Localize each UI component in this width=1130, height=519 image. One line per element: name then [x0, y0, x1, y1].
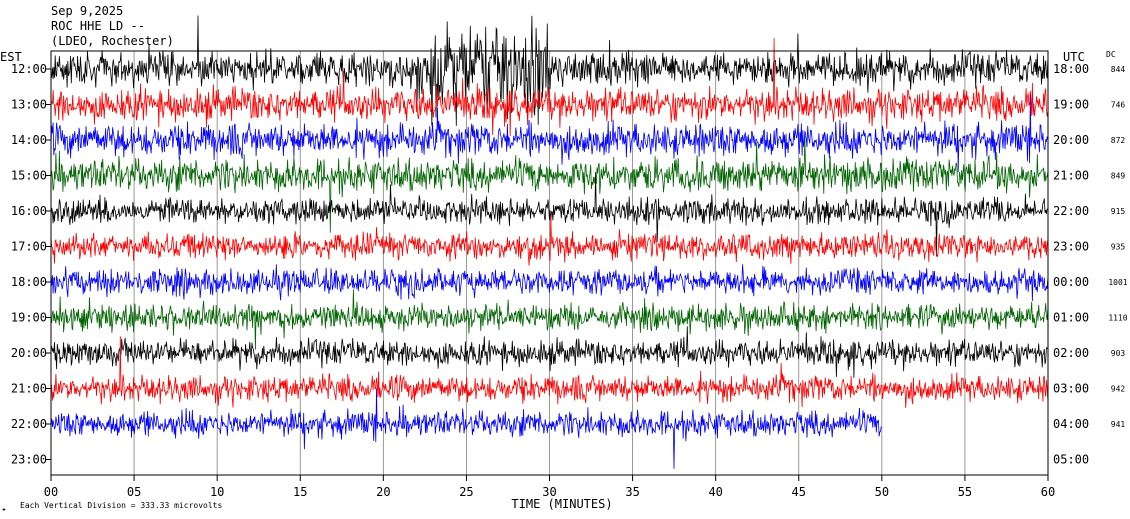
dc-value: 1001 — [1108, 278, 1127, 287]
dc-value: 849 — [1111, 172, 1126, 181]
dc-value: 941 — [1111, 420, 1126, 429]
x-tick-label: 45 — [792, 485, 806, 499]
est-hour-label: 12:00 — [11, 62, 47, 76]
utc-hour-label: 00:00 — [1053, 275, 1089, 289]
trace-row — [50, 214, 1049, 266]
corner-mark: ✚ — [2, 506, 6, 513]
est-hour-label: 14:00 — [11, 133, 47, 147]
dc-value: 903 — [1111, 349, 1126, 358]
trace-row — [50, 388, 882, 469]
chart-title-line-2: ROC HHE LD -- — [51, 19, 145, 33]
right-axis-label: UTC — [1063, 50, 1085, 64]
utc-hour-label: 01:00 — [1053, 311, 1089, 325]
x-tick-label: 00 — [44, 485, 58, 499]
est-hour-label: 16:00 — [11, 204, 47, 218]
utc-hour-label: 19:00 — [1053, 98, 1089, 112]
utc-hour-label: 21:00 — [1053, 169, 1089, 183]
est-hour-labels: 12:00 13:00 14:00 15:00 16:00 17:00 18:00 19:00… — [11, 62, 51, 467]
dc-value: 746 — [1111, 101, 1126, 110]
utc-hour-label: 03:00 — [1053, 382, 1089, 396]
utc-hour-label: 05:00 — [1053, 453, 1089, 467]
x-tick-label: 25 — [459, 485, 473, 499]
x-tick-label: 35 — [625, 485, 639, 499]
seismic-traces — [50, 15, 1049, 469]
trace-row — [50, 38, 1049, 137]
trace-row — [50, 264, 1049, 302]
est-hour-label: 17:00 — [11, 240, 47, 254]
x-axis-label: TIME (MINUTES) — [511, 497, 612, 511]
est-hour-label: 21:00 — [11, 382, 47, 396]
utc-hour-labels: 18:00 19:00 20:00 21:00 22:00 23:00 00:00 01:00… — [1053, 62, 1089, 467]
left-axis-label: EST — [0, 50, 22, 64]
est-hour-label: 15:00 — [11, 169, 47, 183]
trace-row — [50, 135, 1049, 233]
chart-title-line-1: Sep 9,2025 — [51, 4, 123, 18]
x-tick-label: 20 — [376, 485, 390, 499]
x-tick-label: 40 — [708, 485, 722, 499]
trace-row — [50, 15, 1049, 126]
vertical-gridlines — [133, 51, 966, 475]
chart-title-line-3: (LDEO, Rochester) — [51, 34, 174, 48]
x-axis-ticks: 00 05 10 15 20 25 30 35 40 45 50 55 60 — [44, 475, 1055, 499]
x-tick-label: 15 — [293, 485, 307, 499]
est-hour-label: 23:00 — [11, 453, 47, 467]
x-tick-label: 60 — [1041, 485, 1055, 499]
x-tick-label: 50 — [875, 485, 889, 499]
footer-scale-note: Each Vertical Division = 333.33 microvol… — [20, 501, 222, 510]
trace-row — [50, 289, 1049, 350]
dc-value: 844 — [1111, 65, 1126, 74]
x-tick-label: 10 — [210, 485, 224, 499]
dc-value: 935 — [1111, 243, 1126, 252]
utc-hour-label: 20:00 — [1053, 133, 1089, 147]
x-tick-label: 55 — [958, 485, 972, 499]
est-hour-label: 18:00 — [11, 275, 47, 289]
x-tick-label: 30 — [542, 485, 556, 499]
utc-hour-label: 18:00 — [1053, 62, 1089, 76]
trace-row — [50, 326, 1049, 378]
utc-hour-label: 04:00 — [1053, 417, 1089, 431]
dc-values: 844 746 872 849 915 935 1001 1110 903 942 941 — [1108, 65, 1127, 429]
est-hour-label: 13:00 — [11, 98, 47, 112]
utc-hour-label: 22:00 — [1053, 204, 1089, 218]
dc-header: DC — [1106, 50, 1116, 59]
trace-row — [50, 336, 1049, 408]
x-tick-label: 05 — [127, 485, 141, 499]
dc-value: 942 — [1111, 385, 1126, 394]
utc-hour-label: 02:00 — [1053, 346, 1089, 360]
est-hour-label: 22:00 — [11, 417, 47, 431]
trace-row — [50, 172, 1048, 257]
trace-row — [50, 94, 1049, 173]
utc-hour-label: 23:00 — [1053, 240, 1089, 254]
dc-value: 872 — [1111, 136, 1126, 145]
dc-value: 915 — [1111, 207, 1126, 216]
est-hour-label: 20:00 — [11, 346, 47, 360]
est-hour-label: 19:00 — [11, 311, 47, 325]
dc-value: 1110 — [1108, 314, 1127, 323]
